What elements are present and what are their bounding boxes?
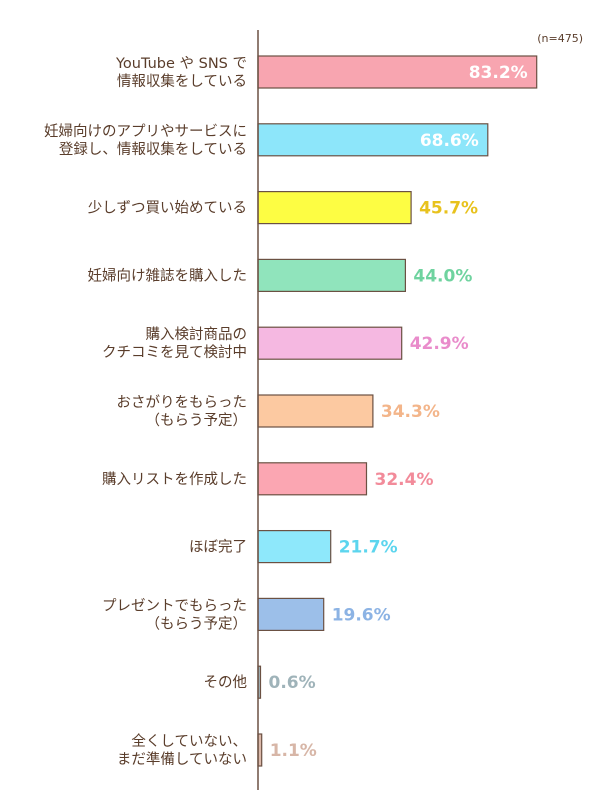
category-label-line: 少しずつ買い始めている [88, 200, 247, 217]
category-label-line: その他 [204, 674, 248, 691]
value-label: 1.1% [270, 741, 317, 761]
bar [257, 529, 332, 564]
value-labels: 83.2% 68.6% 45.7% 44.0% 42.9% 34.3% 32.4% 21.7%… [269, 63, 528, 761]
bar [257, 394, 374, 428]
value-label: 45.7% [419, 199, 478, 219]
category-label-line: 情報収集をしている [117, 73, 247, 90]
sample-size-note: (n=475) [537, 32, 583, 45]
category-label: YouTube や SNS で情報収集をしている [115, 55, 247, 90]
category-label: 購入リストを作成した [102, 471, 247, 488]
category-label: ほぼ完了 [189, 539, 247, 556]
category-label-line: 登録し、情報収集をしている [59, 141, 247, 158]
category-label: 全くしていない、まだ準備していない [117, 732, 247, 768]
value-label: 21.7% [339, 538, 398, 558]
category-label-line: （もらう予定） [146, 412, 248, 429]
category-label: 少しずつ買い始めている [88, 200, 247, 217]
bar [257, 462, 368, 496]
bar [257, 326, 403, 360]
category-label-line: プレゼントでもらった [102, 597, 247, 614]
value-label: 42.9% [410, 334, 469, 354]
category-label: 妊婦向けのアプリやサービスに登録し、情報収集をしている [44, 123, 247, 158]
value-label: 0.6% [269, 673, 316, 693]
category-label-line: YouTube や SNS で [115, 55, 247, 72]
bar [257, 258, 406, 292]
category-label-line: 購入リストを作成した [102, 471, 247, 488]
category-label-line: 妊婦向けのアプリやサービスに [44, 123, 247, 140]
value-label: 68.6% [420, 131, 479, 151]
category-labels: YouTube や SNS で情報収集をしている妊婦向けのアプリやサービスに登録… [44, 55, 247, 768]
bar [257, 55, 538, 89]
category-label-line: おさがりをもらった [117, 394, 248, 411]
category-label: おさがりをもらった（もらう予定） [117, 394, 248, 429]
category-label: プレゼントでもらった（もらう予定） [102, 597, 247, 632]
bar [257, 123, 489, 157]
category-label: 購入検討商品のクチコミを見て検討中 [102, 326, 247, 361]
category-label-line: 購入検討商品の [146, 326, 248, 343]
value-label: 19.6% [332, 605, 391, 625]
category-label-line: ほぼ完了 [189, 539, 247, 556]
value-label: 32.4% [375, 470, 434, 490]
bars [257, 55, 538, 767]
bar [257, 191, 412, 225]
category-label-line: （もらう予定） [146, 615, 248, 632]
category-label-line: まだ準備していない [117, 751, 247, 768]
value-label: 83.2% [469, 63, 528, 83]
value-label: 44.0% [413, 266, 472, 286]
category-label-line: クチコミを見て検討中 [102, 344, 247, 361]
bar [257, 597, 325, 632]
category-label-line: 全くしていない、 [131, 732, 247, 750]
category-label: 妊婦向け雑誌を購入した [88, 267, 248, 284]
category-label: その他 [204, 674, 248, 691]
category-label-line: 妊婦向け雑誌を購入した [88, 267, 248, 284]
value-label: 34.3% [381, 402, 440, 422]
